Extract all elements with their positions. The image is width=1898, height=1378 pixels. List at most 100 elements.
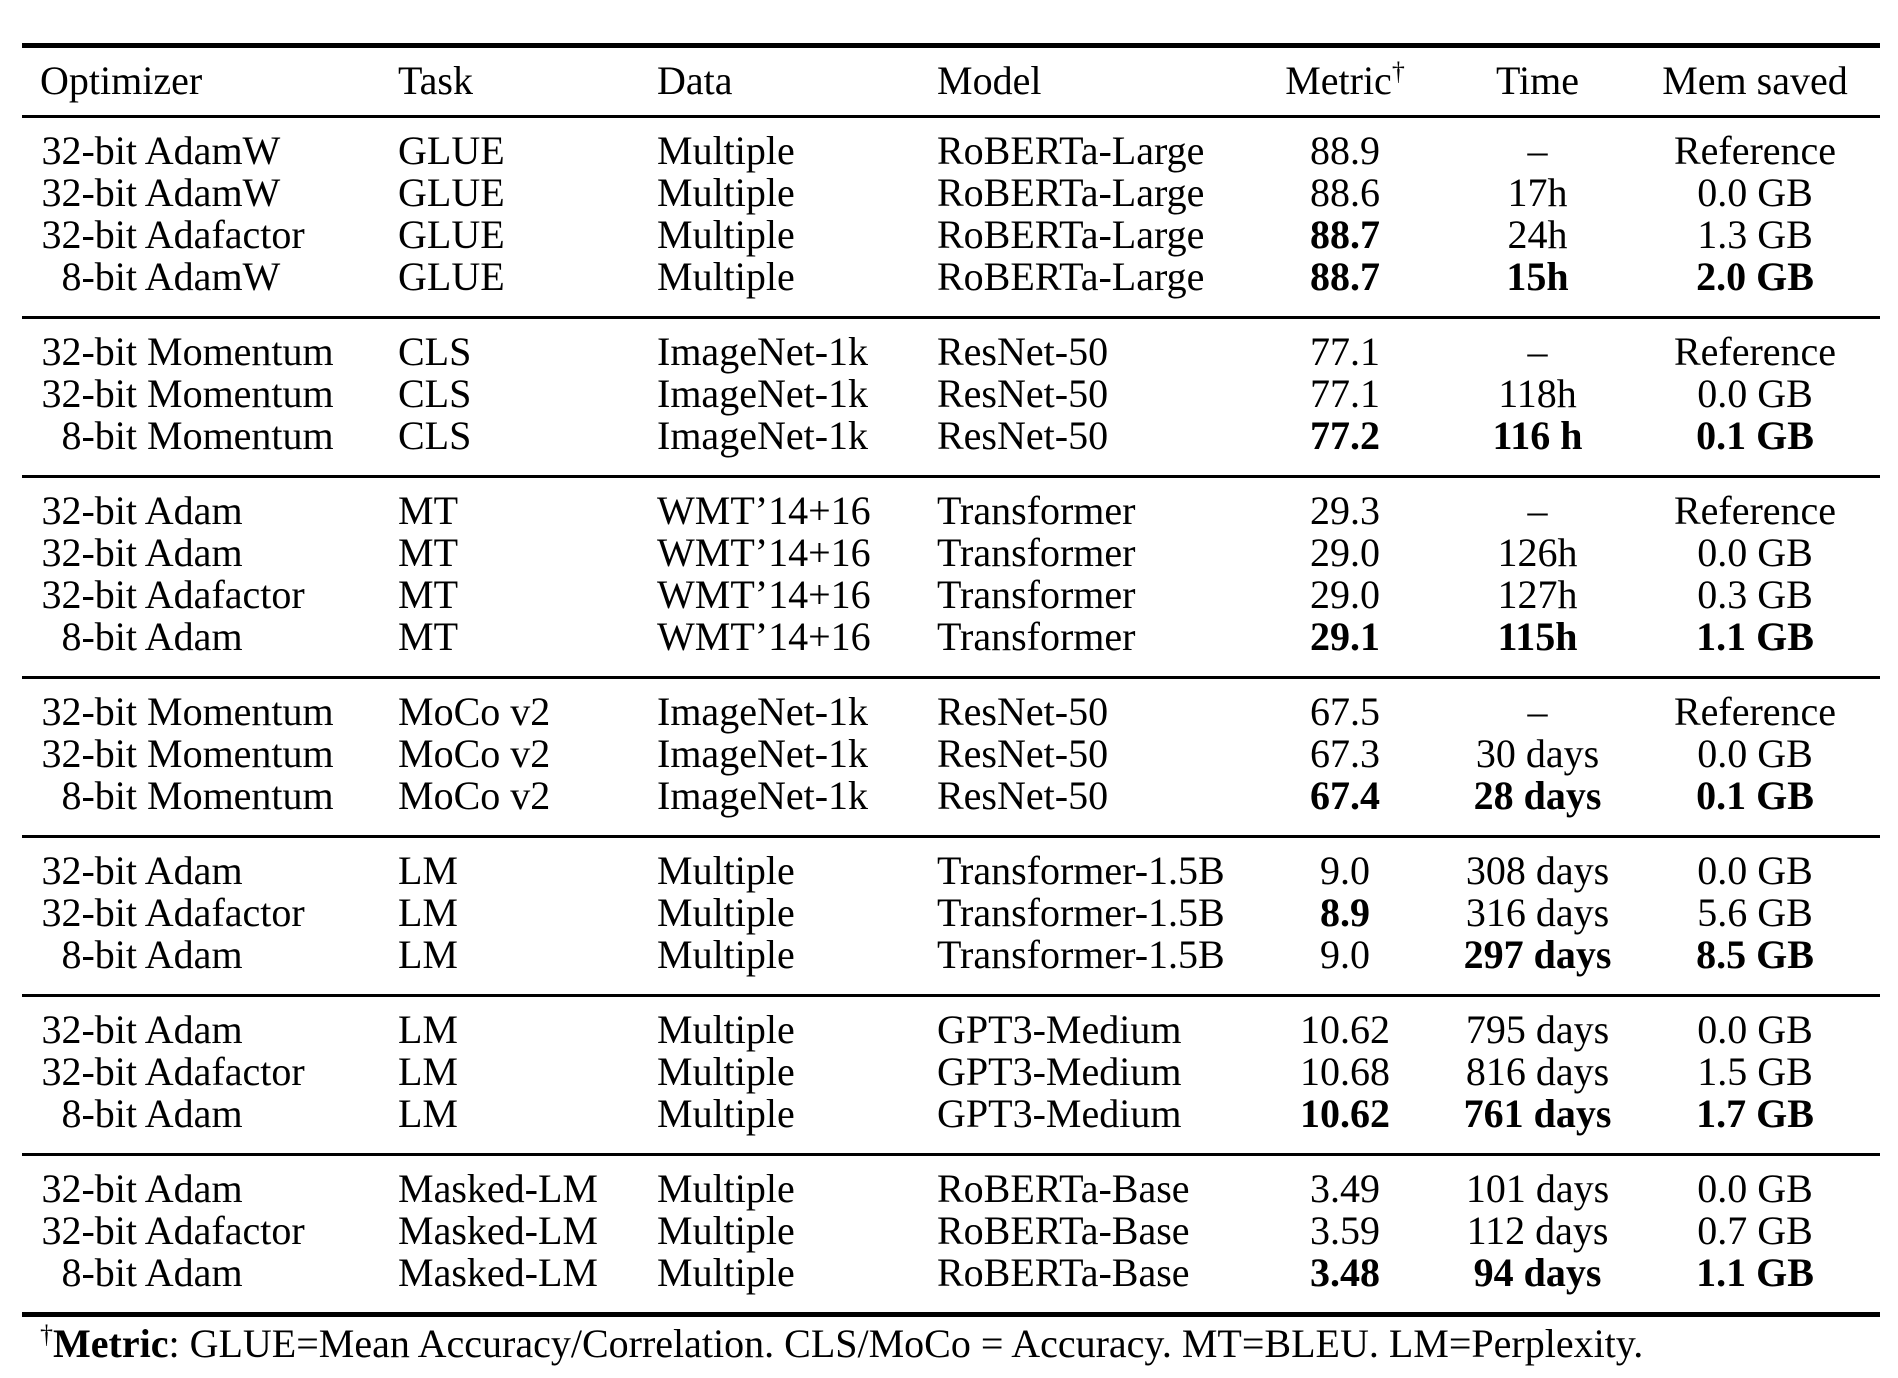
column-header-data: Data <box>657 45 937 118</box>
cell-time: 28 days <box>1473 773 1602 818</box>
table-footnote: †Metric: GLUE=Mean Accuracy/Correlation.… <box>40 1321 1643 1367</box>
table-row: 32-bit Momentum CLS ImageNet-1k ResNet-50 77… <box>22 373 1880 415</box>
cell-data: Multiple <box>657 1166 795 1211</box>
cell-optimizer: 32-bit Adam <box>22 477 398 533</box>
cell-metric: 3.48 <box>1310 1250 1380 1295</box>
cell-time: 126h <box>1497 530 1578 575</box>
cell-metric: 10.68 <box>1300 1049 1390 1094</box>
dagger-icon: † <box>40 1320 53 1349</box>
cell-metric: 3.49 <box>1310 1166 1380 1211</box>
cell-metric: 3.59 <box>1310 1208 1380 1253</box>
cell-model: Transformer <box>937 572 1136 617</box>
optimizer-bits: 8-bit <box>61 1250 137 1295</box>
cell-metric: 29.0 <box>1310 572 1380 617</box>
cell-data: ImageNet-1k <box>657 731 869 776</box>
cell-time: – <box>1527 128 1548 173</box>
table-row: 8-bit Momentum MoCo v2 ImageNet-1k ResNet-5… <box>22 775 1880 837</box>
cell-data: WMT’14+16 <box>657 530 871 575</box>
cell-task: MoCo v2 <box>398 773 551 818</box>
optimizer-name: Momentum <box>147 329 334 374</box>
table-row: 32-bit Momentum MoCo v2 ImageNet-1k ResNet-… <box>22 678 1880 734</box>
cell-data: Multiple <box>657 1250 795 1295</box>
cell-task: LM <box>398 1007 458 1052</box>
optimizer-bits: 32-bit <box>41 1166 137 1211</box>
cell-model: ResNet-50 <box>937 371 1109 416</box>
optimizer-bits: 8-bit <box>61 413 137 458</box>
optimizer-name: Momentum <box>147 689 334 734</box>
cell-time: – <box>1527 488 1548 533</box>
cell-metric: 10.62 <box>1300 1007 1390 1052</box>
cell-optimizer: 32-bit Adam <box>22 532 398 574</box>
cell-data: ImageNet-1k <box>657 413 869 458</box>
cell-time: 761 days <box>1463 1091 1612 1136</box>
header-row: Optimizer Task Data Model Metric† Time M… <box>22 45 1880 118</box>
cell-metric: 77.1 <box>1310 329 1380 374</box>
cell-task: MoCo v2 <box>398 731 551 776</box>
cell-model: ResNet-50 <box>937 329 1109 374</box>
cell-model: RoBERTa-Large <box>937 212 1205 257</box>
cell-optimizer: 32-bit Adam <box>22 996 398 1052</box>
cell-optimizer: 32-bit Momentum <box>22 733 398 775</box>
table-row: 32-bit Adam MT WMT’14+16 Transformer 29.0 126… <box>22 532 1880 574</box>
table-row: 32-bit Adam Masked-LM Multiple RoBERTa-Base… <box>22 1155 1880 1211</box>
cell-model: GPT3-Medium <box>937 1091 1182 1136</box>
cell-data: ImageNet-1k <box>657 689 869 734</box>
cell-data: Multiple <box>657 212 795 257</box>
table-row: 8-bit Adam Masked-LM Multiple RoBERTa-Base 3… <box>22 1252 1880 1315</box>
cell-task: MT <box>398 572 458 617</box>
optimizer-name: AdamW <box>144 128 281 173</box>
optimizer-bits: 32-bit <box>41 1208 137 1253</box>
cell-time: 24h <box>1507 212 1568 257</box>
cell-mem: 1.1 GB <box>1696 614 1814 659</box>
optimizer-name: Adafactor <box>144 572 305 617</box>
table-row: 32-bit Adafactor MT WMT’14+16 Transformer 29… <box>22 574 1880 616</box>
cell-model: Transformer <box>937 614 1136 659</box>
optimizer-bits: 8-bit <box>61 773 137 818</box>
cell-time: 116 h <box>1492 413 1583 458</box>
cell-time: 17h <box>1507 170 1568 215</box>
table-row: 8-bit Adam MT WMT’14+16 Transformer 29.1 115h… <box>22 616 1880 678</box>
cell-time: 30 days <box>1475 731 1600 776</box>
cell-data: WMT’14+16 <box>657 614 871 659</box>
optimizer-bits: 32-bit <box>41 128 137 173</box>
optimizer-name: Adam <box>144 614 243 659</box>
cell-mem: 8.5 GB <box>1696 932 1814 977</box>
cell-metric: 8.9 <box>1320 890 1370 935</box>
cell-data: Multiple <box>657 1049 795 1094</box>
cell-metric: 10.62 <box>1300 1091 1390 1136</box>
cell-data: Multiple <box>657 1208 795 1253</box>
column-header-time: Time <box>1445 45 1630 118</box>
column-header-optimizer: Optimizer <box>22 45 398 118</box>
row-group: 32-bit AdamW GLUE Multiple RoBERTa-Large 88.… <box>22 117 1880 318</box>
table-row: 32-bit Adam LM Multiple GPT3-Medium 10.62 795… <box>22 996 1880 1052</box>
optimizer-name: Adam <box>144 932 243 977</box>
cell-time: 118h <box>1498 371 1577 416</box>
table-row: 32-bit Adafactor LM Multiple GPT3-Medium 10.… <box>22 1051 1880 1093</box>
table-row: 32-bit Adam MT WMT’14+16 Transformer 29.3– Re… <box>22 477 1880 533</box>
cell-data: WMT’14+16 <box>657 488 871 533</box>
cell-data: ImageNet-1k <box>657 329 869 374</box>
column-header-mem-saved: Mem saved <box>1630 45 1880 118</box>
table-header: Optimizer Task Data Model Metric† Time M… <box>22 45 1880 118</box>
cell-task: CLS <box>398 371 472 416</box>
row-group: 32-bit Adam MT WMT’14+16 Transformer 29.3– Re… <box>22 476 1880 678</box>
table-row: 32-bit Adafactor Masked-LM Multiple RoBERTa… <box>22 1210 1880 1252</box>
optimizer-name: Momentum <box>147 413 334 458</box>
row-group: 32-bit Adam Masked-LM Multiple RoBERTa-Base… <box>22 1154 1880 1315</box>
optimizer-bits: 32-bit <box>41 890 137 935</box>
cell-optimizer: 32-bit Adafactor <box>22 1210 398 1252</box>
optimizer-bits: 8-bit <box>61 254 137 299</box>
cell-data: Multiple <box>657 170 795 215</box>
cell-metric: 9.0 <box>1320 932 1370 977</box>
cell-task: LM <box>398 1049 458 1094</box>
cell-data: Multiple <box>657 890 795 935</box>
column-header-task: Task <box>398 45 657 118</box>
cell-data: WMT’14+16 <box>657 572 871 617</box>
cell-task: MT <box>398 614 458 659</box>
cell-optimizer: 8-bit Momentum <box>22 775 398 837</box>
cell-optimizer: 32-bit AdamW <box>22 117 398 173</box>
optimizer-bits: 32-bit <box>41 1007 137 1052</box>
optimizer-name: Adam <box>144 1091 243 1136</box>
cell-model: Transformer <box>937 488 1136 533</box>
cell-task: CLS <box>398 329 472 374</box>
